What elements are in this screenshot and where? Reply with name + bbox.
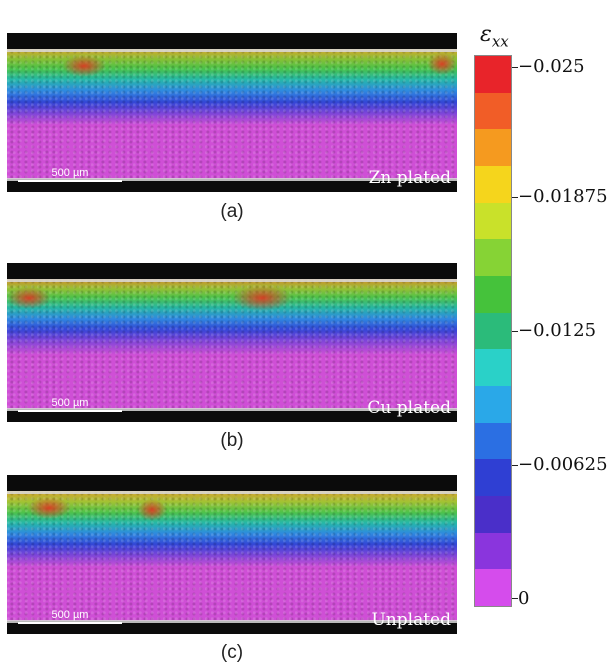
colorbar-segment: [475, 92, 511, 130]
colorbar-title-subscript: xx: [491, 32, 509, 51]
colorbar-segment: [475, 532, 511, 570]
colorbar-tick: [512, 67, 518, 68]
panel-caption-c: (c): [220, 642, 244, 663]
colorbar-segment: [475, 202, 511, 240]
colorbar-tick: [512, 465, 518, 466]
scale-bar: 500 µm: [18, 609, 122, 624]
colorbar-tick-label: 0: [518, 588, 530, 609]
colorbar-tick-label: −0.0125: [518, 320, 597, 341]
colorbar-title-symbol: ε: [480, 22, 492, 47]
colorbar: [474, 55, 512, 607]
colorbar-segment: [475, 312, 511, 350]
strain-field-image: [7, 490, 457, 622]
colorbar-segment: [475, 386, 511, 423]
colorbar-tick-label: −0.025: [518, 56, 585, 77]
colorbar-segment: [475, 459, 511, 497]
colorbar-segment: [475, 129, 511, 167]
colorbar-tick-label: −0.01875: [518, 186, 608, 207]
colorbar-segment: [475, 166, 511, 203]
colorbar-segment: [475, 496, 511, 533]
panel-label: Cu plated: [367, 398, 451, 418]
scale-bar: 500 µm: [18, 167, 122, 182]
panel-caption-a: (a): [220, 201, 244, 222]
scale-bar-label: 500 µm: [51, 609, 89, 621]
panel-caption-b: (b): [220, 430, 244, 451]
colorbar-segment: [475, 276, 511, 313]
strain-field-image: [7, 278, 457, 410]
panel-label: Zn plated: [368, 168, 451, 188]
scale-bar-label: 500 µm: [51, 167, 89, 179]
colorbar-segment: [475, 239, 511, 277]
colorbar-title: εxx: [480, 22, 509, 50]
strain-field-image: [7, 48, 457, 180]
colorbar-tick: [512, 598, 518, 599]
colorbar-segment: [475, 349, 511, 387]
colorbar-tick: [512, 331, 518, 332]
panel-unplated: 500 µm Unplated: [7, 475, 457, 634]
scale-bar: 500 µm: [18, 397, 122, 412]
scale-bar-label: 500 µm: [51, 397, 89, 409]
panel-cu-plated: 500 µm Cu plated: [7, 263, 457, 422]
colorbar-segment: [475, 422, 511, 460]
colorbar-tick-label: −0.00625: [518, 454, 608, 475]
colorbar-segment: [475, 56, 511, 93]
colorbar-tick: [512, 197, 518, 198]
colorbar-segment: [475, 569, 511, 607]
panel-label: Unplated: [371, 610, 451, 630]
panel-zn-plated: 500 µm Zn plated: [7, 33, 457, 192]
